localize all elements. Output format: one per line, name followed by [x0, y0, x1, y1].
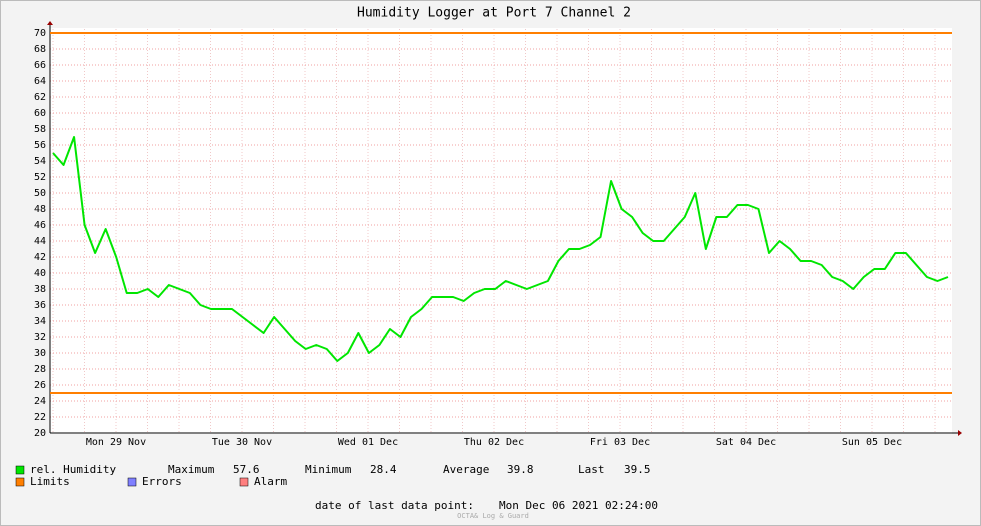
y-tick-label: 32: [34, 332, 46, 343]
x-tick-label: Thu 02 Dec: [464, 437, 524, 448]
legend-swatch: [239, 477, 249, 487]
x-tick-label: Tue 30 Nov: [212, 437, 272, 448]
legend-swatch: [127, 477, 137, 487]
x-axis-arrow: [958, 430, 962, 436]
y-tick-label: 66: [34, 60, 46, 71]
y-tick-label: 70: [34, 28, 46, 39]
y-tick-label: 20: [34, 428, 46, 439]
y-axis-arrow: [47, 21, 53, 25]
y-tick-label: 22: [34, 412, 46, 423]
data-line: [52, 136, 949, 362]
stat-label: Maximum: [168, 463, 215, 476]
y-tick-label: 30: [34, 348, 46, 359]
y-tick-label: 64: [34, 76, 46, 87]
stat-value: 39.5: [624, 463, 651, 476]
x-tick-label: Sat 04 Dec: [716, 437, 776, 448]
legend-swatch: [15, 465, 25, 475]
y-tick-label: 52: [34, 172, 46, 183]
legend-label: rel. Humidity: [30, 463, 116, 476]
y-tick-label: 34: [34, 316, 46, 327]
stat-value: 39.8: [507, 463, 534, 476]
watermark: OCTA& Log & Guard: [457, 512, 529, 520]
y-tick-label: 60: [34, 108, 46, 119]
x-tick-label: Mon 29 Nov: [86, 437, 146, 448]
plot-area: [50, 28, 952, 434]
x-tick-label: Sun 05 Dec: [842, 437, 902, 448]
y-tick-label: 40: [34, 268, 46, 279]
y-tick-label: 54: [34, 156, 46, 167]
y-tick-label: 50: [34, 188, 46, 199]
y-tick-label: 62: [34, 92, 46, 103]
y-tick-label: 44: [34, 236, 46, 247]
stat-value: 28.4: [370, 463, 397, 476]
legend-swatch: [15, 477, 25, 487]
y-tick-label: 68: [34, 44, 46, 55]
legend-label: Errors: [142, 475, 182, 488]
y-tick-label: 42: [34, 252, 46, 263]
stat-label: Last: [578, 463, 605, 476]
y-tick-label: 58: [34, 124, 46, 135]
footer-value: Mon Dec 06 2021 02:24:00: [499, 499, 658, 512]
x-tick-label: Fri 03 Dec: [590, 437, 650, 448]
y-tick-label: 36: [34, 300, 46, 311]
legend-label: Limits: [30, 475, 70, 488]
stat-value: 57.6: [233, 463, 260, 476]
chart-title: Humidity Logger at Port 7 Channel 2: [357, 6, 631, 21]
y-tick-label: 26: [34, 380, 46, 391]
y-tick-label: 46: [34, 220, 46, 231]
y-tick-label: 56: [34, 140, 46, 151]
y-tick-label: 24: [34, 396, 46, 407]
footer-label: date of last data point:: [315, 499, 474, 512]
legend-label: Alarm: [254, 475, 287, 488]
stat-label: Average: [443, 463, 489, 476]
y-tick-label: 38: [34, 284, 46, 295]
y-tick-label: 48: [34, 204, 46, 215]
x-tick-label: Wed 01 Dec: [338, 437, 398, 448]
y-tick-label: 28: [34, 364, 46, 375]
stat-label: Minimum: [305, 463, 352, 476]
